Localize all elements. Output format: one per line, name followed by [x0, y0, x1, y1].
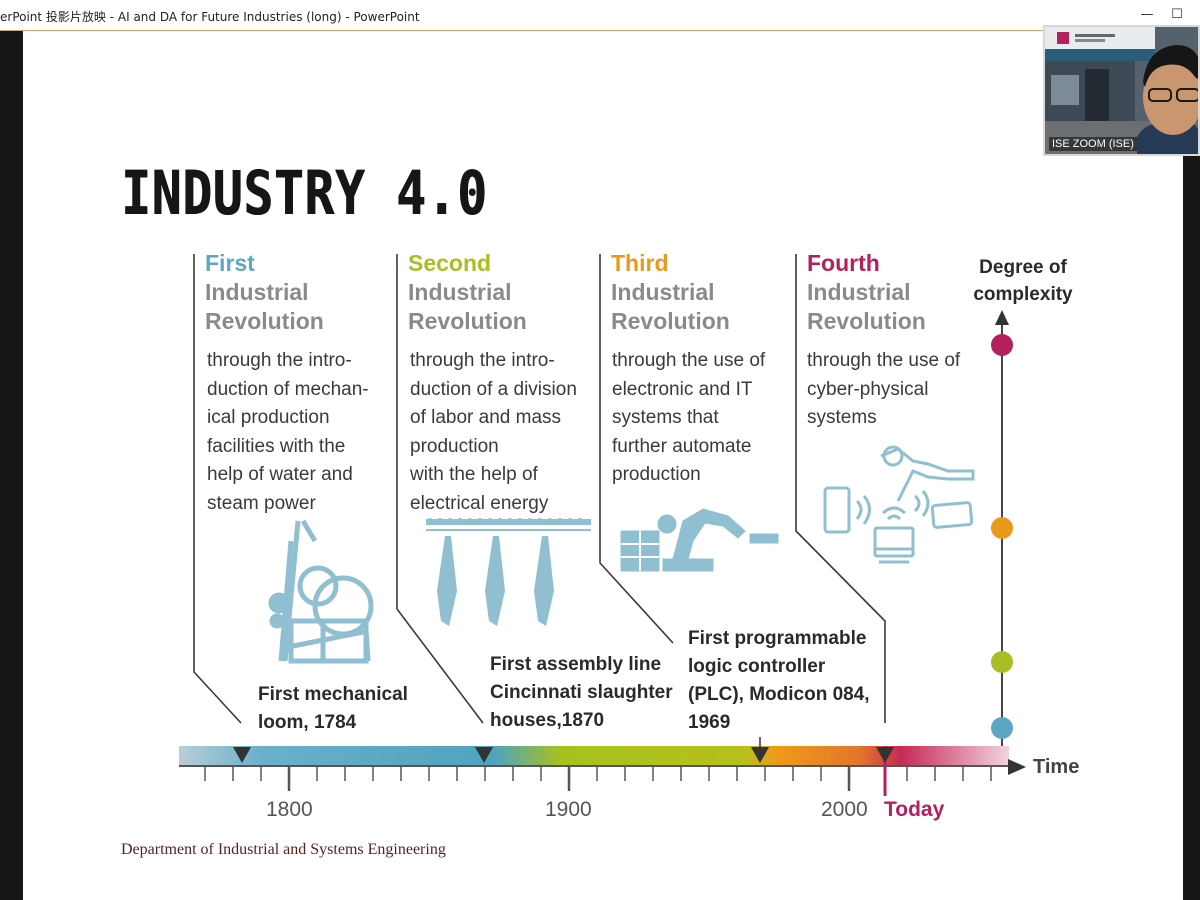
revolution-first-description: through the intro- duction of mechan- ic… [207, 350, 369, 514]
revolution-second-ordinal: Second [408, 250, 492, 276]
minimize-icon[interactable]: — [1140, 7, 1154, 22]
revolution-third-ordinal: Third [611, 250, 669, 276]
complexity-axis-label: Degree of complexity [973, 257, 1073, 305]
assembly-line-icon [426, 518, 591, 626]
revolution-first-name: Industrial Revolution [205, 279, 324, 334]
webcam-video-tile[interactable]: ISE ZOOM (ISE) [1043, 25, 1200, 156]
timeline-graphic [179, 254, 1026, 796]
revolution-second-name: Industrial Revolution [408, 279, 527, 334]
milestone-1784-marker-icon [233, 747, 251, 763]
bracket-fourth [795, 254, 886, 723]
bracket-third [599, 254, 674, 644]
milestone-today-marker-icon [876, 747, 894, 763]
axis-label-1800: 1800 [266, 798, 313, 821]
bracket-first [193, 254, 242, 724]
complexity-dot-first [991, 717, 1013, 739]
cyber-physical-icon [823, 445, 975, 564]
complexity-dot-third [991, 517, 1013, 539]
milestone-1969-marker-icon [751, 747, 769, 763]
revolution-second-description: through the intro- duction of a division… [410, 350, 577, 514]
slide[interactable]: INDUSTRY 4.0 First Industrial Revolution… [23, 31, 1183, 900]
window-title: erPoint 投影片放映 - AI and DA for Future Ind… [0, 10, 420, 24]
complexity-dot-second [991, 651, 1013, 673]
slide-footer: Department of Industrial and Systems Eng… [121, 841, 446, 858]
mechanical-loom-icon [268, 519, 374, 664]
revolution-first-header: First Industrial Revolution [205, 249, 324, 336]
timeline-bar [179, 746, 1009, 766]
webcam-participant-name: ISE ZOOM (ISE) [1049, 137, 1137, 151]
revolution-fourth-ordinal: Fourth [807, 250, 880, 276]
industrial-robot-icon [620, 508, 779, 572]
complexity-arrow-icon [995, 310, 1009, 325]
axis-label-today: Today [884, 798, 945, 821]
axis-label-2000: 2000 [821, 798, 868, 821]
revolution-first-ordinal: First [205, 250, 255, 276]
maximize-icon[interactable]: ☐ [1171, 7, 1183, 22]
bracket-second [396, 254, 484, 724]
milestone-plc: First programmable logic controller (PLC… [688, 628, 870, 733]
complexity-dot-fourth [991, 334, 1013, 356]
time-axis-label: Time [1033, 756, 1080, 778]
window-titlebar: erPoint 投影片放映 - AI and DA for Future Ind… [0, 0, 1200, 31]
slideshow-margin-left [0, 31, 23, 900]
milestone-mechanical-loom: First mechanical loom, 1784 [258, 684, 408, 733]
slideshow-margin-right [1183, 31, 1200, 900]
time-arrow-icon [1008, 759, 1026, 775]
timeline-ticks [204, 766, 992, 791]
revolution-second-header: Second Industrial Revolution [408, 249, 527, 336]
revolution-third-description: through the use of electronic and IT sys… [612, 350, 766, 485]
revolution-fourth-description: through the use of cyber-physical system… [807, 350, 961, 428]
milestone-assembly-line: First assembly line Cincinnati slaughter… [490, 654, 673, 731]
webcam-feed-image [1045, 27, 1198, 154]
milestone-1870-marker-icon [475, 747, 493, 763]
revolution-fourth-header: Fourth Industrial Revolution [807, 249, 926, 336]
slide-heading: INDUSTRY 4.0 [121, 159, 488, 230]
revolution-third-header: Third Industrial Revolution [611, 249, 730, 336]
revolution-third-name: Industrial Revolution [611, 279, 730, 334]
revolution-fourth-name: Industrial Revolution [807, 279, 926, 334]
axis-label-1900: 1900 [545, 798, 592, 821]
